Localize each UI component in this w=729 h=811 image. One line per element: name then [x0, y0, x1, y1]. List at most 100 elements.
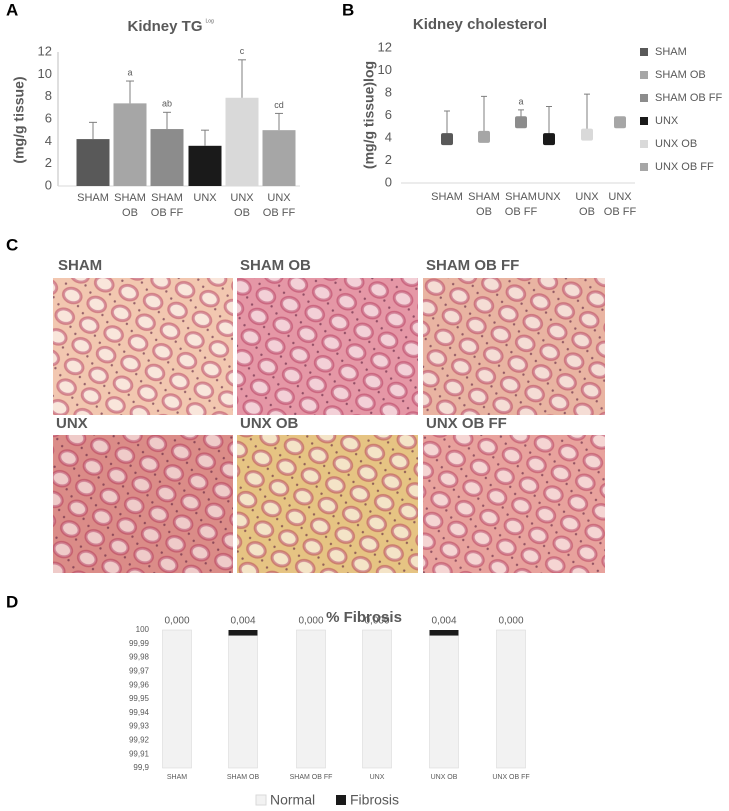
y-tick-label: 99,93: [129, 722, 150, 731]
dot: [614, 116, 626, 129]
chart-title: Kidney TG: [127, 18, 202, 35]
x-tick-label: UNX: [537, 191, 561, 203]
x-tick-label: SHAM OB FF: [151, 192, 184, 219]
y-tick-label: 4: [385, 129, 392, 144]
y-tick-label: 0: [45, 177, 52, 192]
micrograph-label: UNX: [56, 415, 88, 432]
y-tick-label: 100: [136, 625, 150, 634]
panel-label: B: [342, 0, 354, 19]
y-axis-label: (mg/g tissue)log: [361, 61, 377, 169]
annotation: ab: [162, 99, 172, 109]
y-tick-label: 99,96: [129, 680, 150, 689]
bar-segment: [162, 629, 192, 769]
legend-swatch: [255, 794, 267, 806]
x-tick-label: UNX: [193, 192, 217, 204]
micrograph-texture: [423, 278, 605, 415]
bar: [225, 97, 259, 186]
legend-label: Fibrosis: [350, 792, 399, 808]
y-tick-label: 2: [45, 155, 52, 170]
x-tick-label: SHAM OB FF: [290, 774, 333, 781]
y-tick-label: 12: [38, 43, 52, 58]
micrograph-label: SHAM: [58, 257, 102, 274]
annotation: a: [127, 67, 132, 77]
y-tick-label: 10: [38, 66, 52, 81]
micrograph-label: UNX OB: [240, 415, 299, 432]
bar-segment: [496, 629, 526, 769]
y-tick-label: 4: [45, 133, 52, 148]
y-tick-label: 99,92: [129, 736, 150, 745]
x-tick-label: UNX OB FF: [263, 192, 296, 219]
legend-label: UNX: [655, 115, 679, 127]
x-tick-label: UNX OB: [230, 192, 254, 219]
data-label: 0,000: [298, 616, 323, 627]
x-tick-label: UNX OB: [575, 191, 599, 218]
x-tick-label: UNX OB FF: [492, 774, 529, 781]
panel-label: C: [6, 235, 18, 254]
bar: [188, 145, 222, 186]
legend-label: SHAM OB: [655, 69, 706, 81]
bar: [113, 103, 147, 186]
x-tick-label: SHAM OB: [114, 192, 146, 219]
y-tick-label: 99,95: [129, 694, 150, 703]
micrographs: SHAM SHAM OB SHAM OB FF UNX UNX OB UNX O…: [53, 257, 605, 573]
y-tick-label: 8: [385, 84, 392, 99]
bar: [150, 129, 184, 186]
y-tick-label: 99,98: [129, 653, 150, 662]
dot: [515, 116, 527, 129]
legend-swatch: [640, 117, 648, 125]
x-tick-label: SHAM OB: [468, 191, 500, 218]
legend-label: SHAM: [655, 46, 687, 58]
y-tick-label: 99,97: [129, 667, 150, 676]
x-tick-label: UNX OB FF: [604, 191, 637, 218]
legend-label: Normal: [270, 792, 315, 808]
y-axis-label: (mg/g tissue): [11, 76, 27, 163]
dot: [543, 133, 555, 146]
micrograph-texture: [237, 278, 418, 415]
micrograph-label: UNX OB FF: [426, 415, 507, 432]
chart-title: % Fibrosis: [326, 609, 402, 626]
legend-swatch: [640, 48, 648, 56]
micrograph-texture: [53, 435, 233, 573]
bar-segment: [228, 630, 258, 636]
x-tick-label: SHAM OB FF: [505, 191, 538, 218]
y-tick-label: 12: [378, 39, 392, 54]
bar: [262, 130, 296, 186]
chart-title: Kidney cholesterol: [413, 16, 547, 33]
annotation: cd: [274, 100, 284, 110]
micrograph-label: SHAM OB FF: [426, 257, 519, 274]
panel-label: A: [6, 0, 18, 19]
dot: [581, 128, 593, 141]
y-tick-label: 99,94: [129, 708, 150, 717]
title-superscript: Log: [206, 18, 215, 24]
bar-segment: [429, 635, 459, 769]
legend-label: SHAM OB FF: [655, 92, 723, 104]
bar-segment: [228, 635, 258, 769]
legend-swatch: [640, 140, 648, 148]
y-tick-label: 8: [45, 88, 52, 103]
annotation: c: [240, 46, 245, 56]
x-tick-label: SHAM: [431, 191, 463, 203]
data-label: 0,004: [431, 616, 456, 627]
panel-label: D: [6, 592, 18, 611]
x-tick-label: UNX: [370, 774, 385, 781]
y-tick-label: 2: [385, 152, 392, 167]
micrograph-texture: [237, 435, 418, 573]
legend-swatch: [640, 94, 648, 102]
dot: [441, 133, 453, 146]
bar-segment: [429, 630, 459, 636]
legend-label: UNX OB FF: [655, 161, 714, 173]
bar-segment: [362, 629, 392, 769]
legend-swatch: [640, 71, 648, 79]
x-tick-label: SHAM OB: [227, 774, 260, 781]
y-tick-label: 6: [385, 107, 392, 122]
y-tick-label: 99,91: [129, 749, 150, 758]
bar-segment: [296, 629, 326, 769]
y-tick-label: 99,99: [129, 639, 150, 648]
y-tick-label: 10: [378, 62, 392, 77]
legend-swatch: [336, 795, 346, 805]
data-label: 0,000: [364, 616, 389, 627]
micrograph-texture: [423, 435, 605, 573]
data-label: 0,000: [498, 616, 523, 627]
x-tick-label: SHAM: [167, 774, 187, 781]
